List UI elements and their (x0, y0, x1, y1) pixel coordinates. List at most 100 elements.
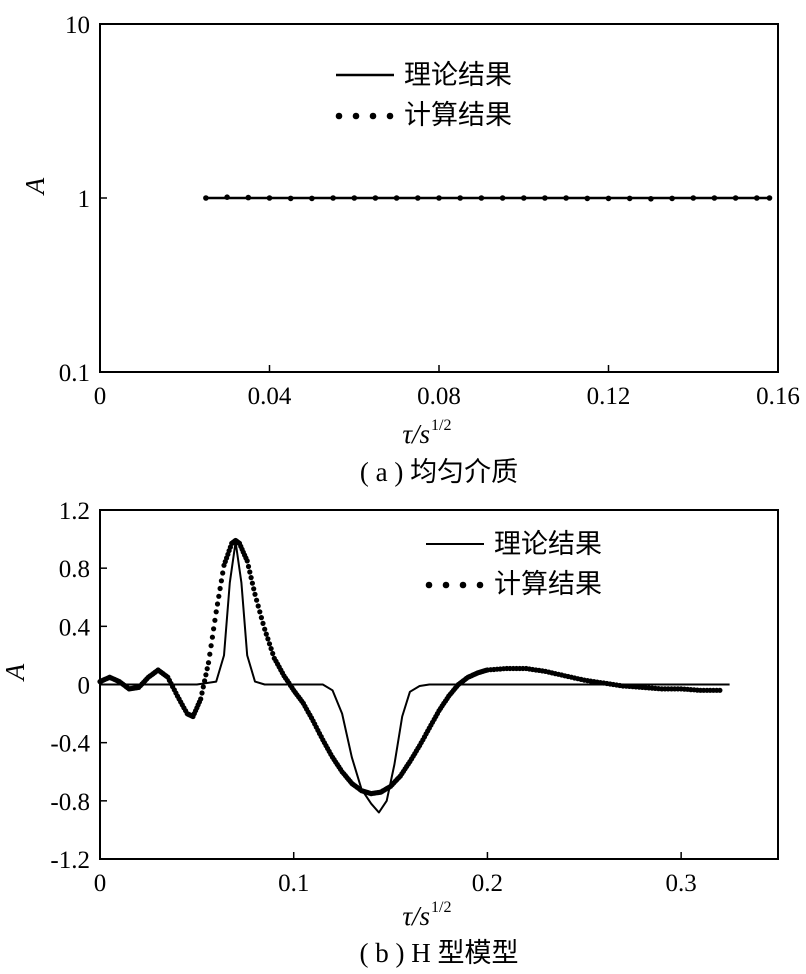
data-point-computed (245, 194, 252, 201)
data-point-computed (605, 195, 612, 202)
data-point-computed (732, 195, 739, 201)
x-axis-label: τ/s (402, 419, 430, 449)
data-point-computed (542, 195, 548, 201)
x-axis-label-superscript: 1/2 (431, 417, 451, 434)
data-point-computed (521, 195, 527, 201)
data-point-computed (247, 569, 253, 575)
data-point-computed (717, 687, 723, 693)
y-tick-label: 0 (78, 673, 91, 700)
data-point-computed (766, 195, 773, 201)
legend-label-computed: 计算结果 (494, 569, 602, 599)
legend-dot (369, 112, 377, 120)
data-point-computed (393, 195, 400, 201)
y-tick-label: 0.1 (59, 360, 90, 387)
data-point-computed (372, 195, 379, 201)
data-point-computed (245, 563, 252, 570)
data-point-computed (207, 651, 213, 657)
data-point-computed (204, 666, 210, 672)
data-point-computed (248, 575, 254, 581)
data-series (203, 194, 773, 202)
legend-dot (386, 112, 394, 120)
legend-b: 理论结果 计算结果 (425, 529, 602, 599)
y-tick-label: -0.8 (50, 789, 90, 816)
data-point-computed (199, 690, 205, 696)
data-point-computed (214, 601, 221, 607)
x-tick-label: 0 (94, 383, 107, 410)
data-point-computed (648, 196, 654, 202)
x-tick-labels: 0 0.1 0.2 0.3 (94, 870, 697, 897)
data-point-computed (584, 195, 591, 202)
legend-swatch-computed (335, 112, 394, 120)
y-tick-label: 1.2 (59, 498, 90, 525)
data-point-computed (690, 195, 697, 201)
data-point-computed (212, 617, 218, 623)
data-point-computed (499, 195, 506, 201)
x-tick-label: 0.16 (756, 383, 800, 410)
data-point-computed (198, 696, 204, 702)
x-tick-label: 0.2 (472, 870, 503, 897)
data-point-computed (211, 626, 217, 632)
data-point-computed (287, 195, 294, 202)
data-point-computed (224, 194, 230, 200)
data-point-computed (270, 650, 276, 657)
y-tick-label: -1.2 (50, 847, 90, 874)
data-point-computed (203, 672, 209, 678)
y-axis-label: A (20, 177, 50, 196)
legend-dot (442, 581, 450, 589)
x-tick-labels: 0 0.04 0.08 0.12 0.16 (94, 383, 800, 410)
legend-a: 理论结果 计算结果 (335, 60, 512, 130)
data-point-computed (669, 195, 675, 202)
x-tick-label: 0.12 (587, 383, 631, 410)
legend-dot (352, 112, 360, 120)
data-point-computed (330, 195, 336, 201)
data-point-computed (213, 609, 219, 615)
y-tick-labels: -1.2 -0.8 -0.4 0 0.4 0.8 1.2 (50, 498, 90, 874)
data-point-computed (711, 195, 718, 201)
y-tick-label: -0.4 (50, 731, 90, 758)
data-point-computed (217, 585, 223, 592)
data-point-computed (351, 195, 358, 201)
tick-marks (99, 23, 779, 373)
series-line-theory (100, 541, 730, 814)
data-point-computed (457, 195, 464, 201)
caption-b: ( b ) H 型模型 (360, 938, 519, 968)
data-point-computed (205, 660, 212, 666)
data-point-computed (260, 620, 266, 627)
x-axis-label: τ/s (402, 901, 430, 931)
panel-a-uniform-medium: 0 0.04 0.08 0.12 0.16 0.1 1 10 A τ/s 1/2 ( a )… (20, 12, 800, 487)
x-tick-label: 0 (94, 870, 107, 897)
data-point-computed (218, 578, 224, 584)
data-point-computed (209, 634, 215, 640)
data-point-computed (436, 195, 442, 201)
data-point-computed (262, 626, 268, 632)
data-point-computed (266, 641, 273, 647)
x-tick-label: 0.04 (248, 383, 292, 410)
data-point-computed (254, 597, 260, 603)
data-point-computed (263, 631, 269, 637)
legend-dot (425, 581, 433, 589)
y-tick-label: 0.4 (59, 614, 91, 641)
data-point-computed (266, 195, 273, 201)
panel-b-h-model: 0 0.1 0.2 0.3 -1.2-0.8-0.400.40.81.2 A τ/s … (0, 498, 779, 968)
legend-label-theory: 理论结果 (404, 60, 512, 90)
y-tick-label: 10 (65, 12, 90, 39)
y-tick-label: 0.8 (59, 556, 90, 583)
data-point-computed (208, 643, 214, 649)
y-axis-label: A (0, 663, 30, 682)
data-series (97, 537, 730, 814)
legend-dot (335, 112, 343, 120)
data-point-computed (268, 646, 274, 652)
data-point-computed (203, 195, 209, 201)
data-point-computed (244, 558, 250, 564)
y-tick-label: 1 (78, 186, 91, 213)
x-axis-label-superscript: 1/2 (431, 899, 451, 916)
x-tick-label: 0.1 (278, 870, 309, 897)
legend-swatch-computed (425, 581, 484, 589)
x-tick-label: 0.08 (417, 383, 461, 410)
caption-a: ( a ) 均匀介质 (360, 457, 518, 487)
legend-label-computed: 计算结果 (404, 100, 512, 130)
data-point-computed (252, 591, 258, 597)
data-point-computed (626, 195, 633, 202)
y-tick-labels: 0.1 1 10 (59, 12, 90, 387)
